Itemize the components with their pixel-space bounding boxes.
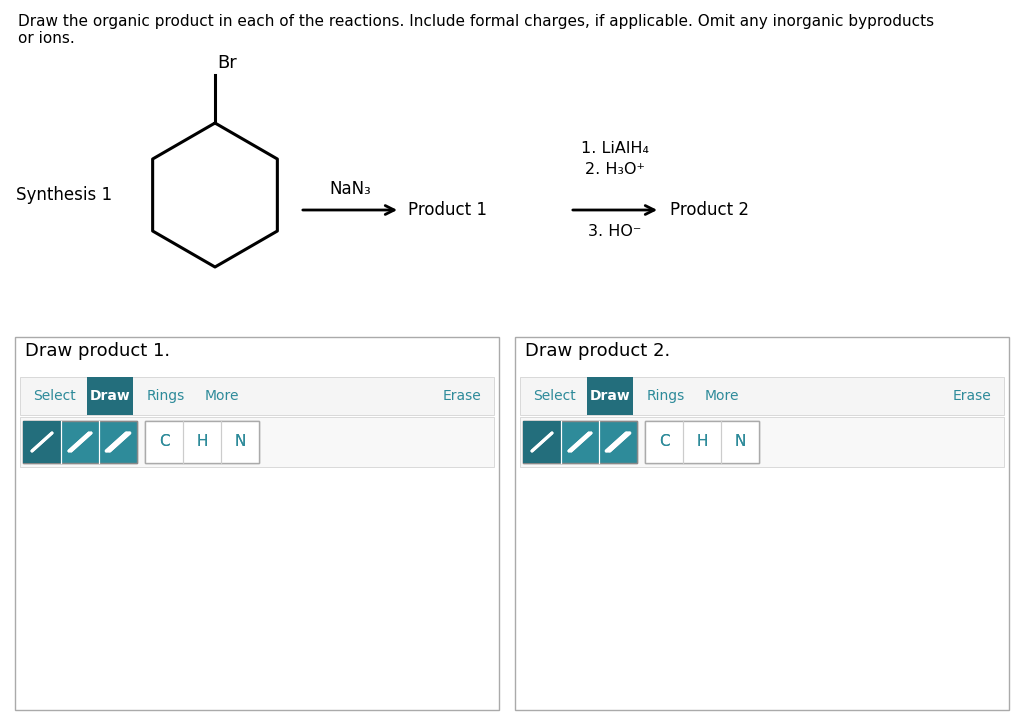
Text: Rings: Rings (647, 389, 685, 403)
Bar (20, 377, 494, 415)
Bar (20, 417, 494, 467)
Bar (520, 417, 1004, 467)
Bar (587, 377, 633, 415)
Text: Product 2: Product 2 (670, 201, 749, 219)
Text: NaN₃: NaN₃ (329, 180, 371, 198)
Text: Select: Select (33, 389, 76, 403)
Text: Draw: Draw (590, 389, 631, 403)
Text: C: C (658, 435, 670, 449)
Text: N: N (734, 435, 745, 449)
Bar (523, 421, 637, 463)
Text: Product 1: Product 1 (408, 201, 487, 219)
Text: N: N (734, 435, 745, 449)
Bar (15, 337, 499, 710)
Bar (145, 421, 259, 463)
Bar (523, 421, 637, 463)
Text: Select: Select (534, 389, 575, 403)
Text: Draw: Draw (90, 389, 130, 403)
Text: More: More (705, 389, 739, 403)
Text: C: C (658, 435, 670, 449)
Text: N: N (234, 435, 246, 449)
Bar (523, 421, 561, 463)
Bar (23, 421, 137, 463)
Text: Erase: Erase (952, 389, 991, 403)
Text: C: C (159, 435, 169, 449)
Bar (645, 421, 759, 463)
Text: Synthesis 1: Synthesis 1 (16, 186, 112, 204)
Text: More: More (205, 389, 240, 403)
Bar (645, 421, 759, 463)
Text: 2. H₃O⁺: 2. H₃O⁺ (585, 162, 645, 177)
Text: Erase: Erase (442, 389, 481, 403)
Text: N: N (234, 435, 246, 449)
Text: C: C (159, 435, 169, 449)
Text: H: H (197, 435, 208, 449)
Text: H: H (197, 435, 208, 449)
Text: 3. HO⁻: 3. HO⁻ (589, 224, 642, 239)
Text: Rings: Rings (147, 389, 185, 403)
Bar (520, 377, 1004, 415)
Text: Draw product 2.: Draw product 2. (525, 342, 671, 360)
Text: 1. LiAlH₄: 1. LiAlH₄ (581, 141, 649, 156)
Bar (23, 421, 61, 463)
Bar (23, 421, 61, 463)
Bar (23, 421, 137, 463)
Text: H: H (696, 435, 708, 449)
Bar (145, 421, 259, 463)
Bar (515, 337, 1009, 710)
Text: Draw product 1.: Draw product 1. (25, 342, 170, 360)
Bar (523, 421, 561, 463)
Text: or ions.: or ions. (18, 31, 75, 46)
Text: H: H (696, 435, 708, 449)
Text: Draw the organic product in each of the reactions. Include formal charges, if ap: Draw the organic product in each of the … (18, 14, 934, 29)
Bar (87, 377, 133, 415)
Text: Br: Br (217, 54, 237, 72)
